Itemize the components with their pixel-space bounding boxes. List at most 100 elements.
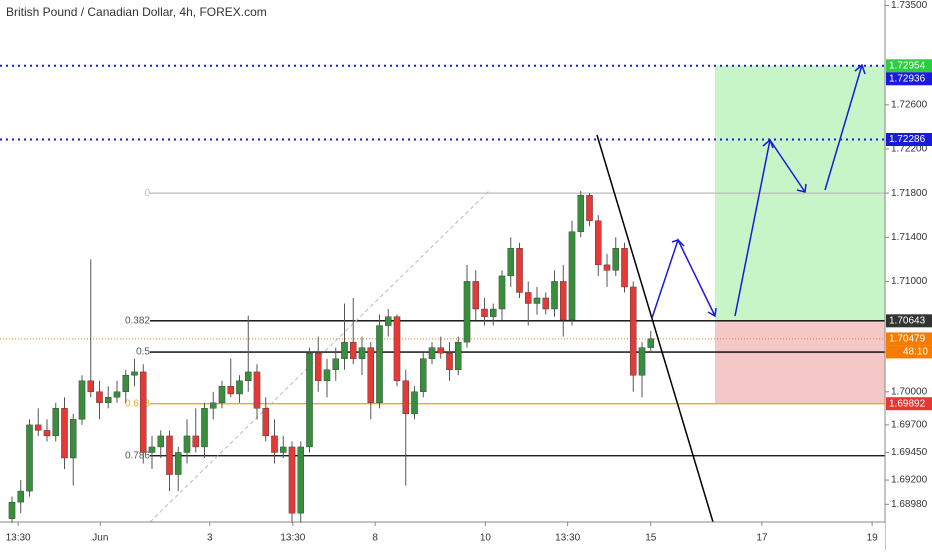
- countdown: 48:10: [903, 347, 928, 358]
- price-tag-label: 1.70479: [889, 334, 926, 345]
- candle-body: [411, 391, 418, 415]
- candle-body: [157, 435, 165, 448]
- candle-body: [586, 195, 593, 221]
- candle-body: [428, 347, 436, 359]
- candle-body: [96, 391, 103, 404]
- candle-body: [551, 281, 558, 310]
- x-tick-label: 19: [867, 533, 879, 544]
- fib-ratio: 0.618: [125, 398, 150, 409]
- candle-body: [472, 281, 480, 310]
- price-tag-label: 1.72954: [889, 60, 926, 71]
- candle-body: [446, 352, 453, 370]
- fib-diagonal: [149, 189, 491, 523]
- arrow-head: [854, 63, 866, 75]
- y-tick-label: 1.72600: [891, 99, 928, 110]
- x-tick-label: 17: [756, 533, 768, 544]
- trend-line: [596, 134, 714, 523]
- price-tag-label: 1.69892: [889, 398, 926, 409]
- x-tick-label: 13:30: [6, 533, 31, 544]
- x-tick-label: 8: [372, 533, 378, 544]
- y-tick-label: 1.68980: [891, 499, 928, 510]
- arrow-head: [762, 138, 774, 149]
- x-tick-label: 13:30: [280, 533, 305, 544]
- fib-ratio: 0.5: [136, 347, 150, 358]
- price-tag-label: 1.70643: [889, 315, 926, 326]
- candle-body: [314, 352, 322, 381]
- candle-body: [148, 446, 156, 453]
- candle-body: [341, 341, 348, 359]
- fib-ratio: 0.382: [125, 315, 150, 326]
- candle-body: [166, 435, 173, 475]
- candle-body: [279, 446, 287, 453]
- candle-body: [603, 264, 611, 271]
- arrow-path: [824, 64, 863, 191]
- candle-body: [8, 501, 16, 519]
- candle-body: [358, 347, 366, 359]
- x-tick-label: 13:30: [555, 533, 580, 544]
- title-bg: [2, 4, 242, 22]
- candle-body: [271, 435, 278, 453]
- y-tick-label: 1.69450: [891, 447, 928, 458]
- candle-body: [218, 386, 226, 404]
- candle-body: [437, 347, 445, 354]
- candle-body: [594, 220, 602, 266]
- candle-body: [61, 408, 68, 459]
- candle-body: [297, 446, 305, 514]
- candle-body: [192, 435, 200, 448]
- candle-body: [201, 408, 208, 448]
- price-tag: [886, 59, 932, 73]
- candle-body: [507, 248, 515, 277]
- candle-body: [17, 490, 25, 503]
- price-tag-label: 1.72936: [889, 73, 926, 84]
- candle-body: [34, 424, 42, 431]
- candle-body: [253, 371, 261, 409]
- candle-body: [131, 371, 138, 376]
- candle-body: [113, 391, 121, 398]
- candle-body: [288, 446, 296, 514]
- candle-body: [621, 248, 628, 288]
- candle-body: [638, 347, 646, 376]
- candle-body: [559, 281, 567, 321]
- candle-body: [498, 275, 506, 310]
- candle-body: [227, 386, 235, 395]
- candle-body: [209, 402, 217, 409]
- candle-body: [577, 195, 585, 232]
- candle-body: [376, 325, 383, 404]
- candle-body: [262, 408, 270, 437]
- arrow-head: [707, 307, 717, 318]
- y-tick-label: 1.71400: [891, 232, 928, 243]
- candle-body: [323, 369, 331, 381]
- candle-body: [183, 435, 191, 453]
- y-tick-label: 1.71800: [891, 188, 928, 199]
- time-axis-bg: [0, 523, 885, 550]
- arrow-head: [796, 183, 807, 193]
- candle-body: [236, 380, 243, 395]
- candle-body: [489, 308, 497, 317]
- y-tick-label: 1.69700: [891, 420, 928, 431]
- candle-body: [533, 297, 541, 304]
- x-tick-label: 15: [645, 533, 657, 544]
- y-tick-label: 1.73500: [891, 0, 928, 11]
- price-axis-bg: [886, 0, 932, 550]
- arrow-head: [671, 239, 685, 247]
- chart-title: British Pound / Canadian Dollar, 4h, FOR…: [6, 5, 267, 19]
- candle-body: [349, 341, 357, 359]
- y-tick-label: 1.69200: [891, 475, 928, 486]
- candle-body: [52, 408, 60, 437]
- x-tick-label: 3: [207, 533, 213, 544]
- y-tick-label: 1.71000: [891, 276, 928, 287]
- candle-body: [516, 248, 523, 293]
- candle-body: [26, 424, 33, 492]
- x-tick-label: Jun: [92, 533, 108, 544]
- candle-body: [612, 248, 620, 271]
- candle-body: [524, 292, 532, 304]
- price-tag: [886, 397, 932, 411]
- candle-body: [481, 308, 488, 317]
- fib-ratio: 0: [144, 188, 150, 199]
- projection-arrows: [651, 63, 866, 319]
- fib-ratio: 0.786: [125, 450, 150, 461]
- x-tick-label: 10: [480, 533, 492, 544]
- y-tick-label: 1.72200: [891, 144, 928, 155]
- price-tag: [886, 132, 932, 146]
